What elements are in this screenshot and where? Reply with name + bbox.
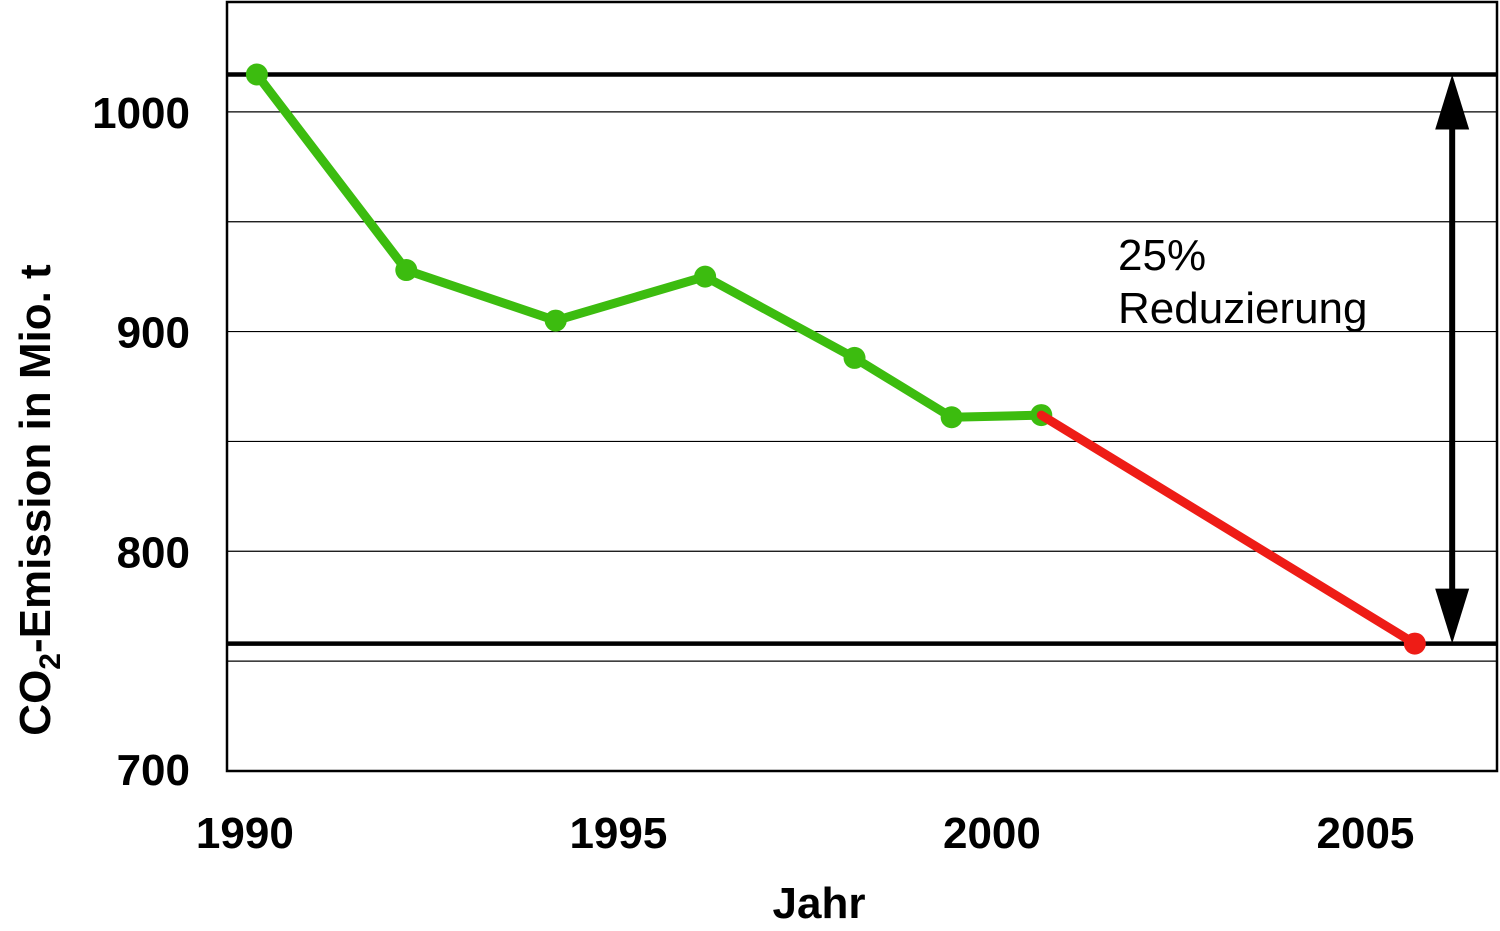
x-tick-labels: 1990 1995 2000 2005 [196, 809, 1414, 858]
data-point [1403, 632, 1426, 655]
arrow-head-down [1435, 588, 1470, 644]
x-tick-label: 2005 [1317, 809, 1415, 858]
x-tick-label: 1995 [569, 809, 667, 858]
reference-lines [227, 72, 1497, 646]
y-axis-title-prefix: CO [11, 670, 60, 736]
plot-frame [225, 0, 1499, 773]
data-point [245, 63, 268, 86]
series-line-2 [1036, 410, 1420, 649]
y-axis-title-subscript: 2 [34, 653, 67, 670]
gridlines [227, 111, 1497, 662]
y-tick-label: 700 [117, 746, 190, 795]
y-tick-label: 900 [117, 309, 190, 358]
x-tick-label: 2000 [943, 809, 1041, 858]
x-axis-title: Jahr [773, 879, 866, 928]
data-point [940, 406, 963, 429]
series [245, 63, 1426, 655]
reduction-arrow [1435, 74, 1470, 644]
data-point [395, 259, 418, 282]
data-point [843, 346, 866, 369]
y-tick-label: 800 [117, 528, 190, 577]
y-axis-title-suffix: -Emission in Mio. t [11, 264, 60, 653]
data-point [694, 265, 717, 288]
series-line-1 [252, 70, 1046, 422]
data-point [544, 309, 567, 332]
annotation-reduction: Reduzierung [1118, 284, 1368, 333]
y-tick-label: 1000 [92, 89, 190, 138]
arrow-head-up [1435, 74, 1470, 130]
x-tick-label: 1990 [196, 809, 294, 858]
y-tick-labels: 700 800 900 1000 [92, 89, 190, 795]
y-axis-title: CO2-Emission in Mio. t [11, 264, 67, 736]
annotation-percent: 25% [1118, 231, 1206, 280]
